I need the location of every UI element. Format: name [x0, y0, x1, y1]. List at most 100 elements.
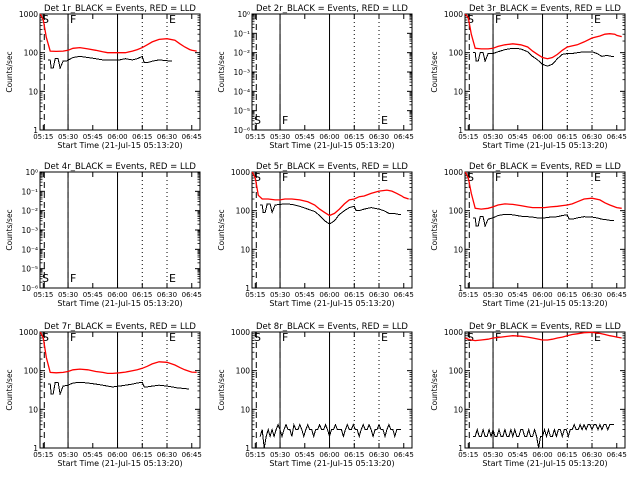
x-tick-label: 06:30	[582, 291, 602, 299]
events-series-line	[48, 381, 189, 396]
y-tick-label: 1000	[444, 10, 463, 19]
y-tick-label: 10	[28, 87, 38, 96]
x-tick-label: 06:15	[557, 451, 577, 459]
chart-panel-4: Det 4r_BLACK = Events, RED = LLD 10⁻⁶ 10⁻⁵…	[5, 162, 202, 308]
marker-letter-S: S	[467, 13, 474, 26]
lld-series-line	[464, 171, 622, 210]
marker-letter-S: S	[467, 171, 474, 184]
x-tick-label: 05:15	[458, 451, 478, 459]
x-tick-label: 05:15	[458, 133, 478, 141]
x-tick-label: 06:45	[607, 451, 627, 459]
x-tick-label: 05:30	[270, 451, 290, 459]
y-tick-label: 10⁰	[25, 168, 38, 177]
y-tick-label: 1	[245, 284, 250, 293]
x-axis-label: Start Time (21-Jul-15 05:13:20)	[482, 141, 607, 150]
plot-frame	[464, 13, 626, 131]
y-tick-label: 100	[449, 367, 464, 376]
x-tick-label: 06:00	[107, 133, 127, 141]
y-tick-label: 10⁻¹	[21, 187, 38, 196]
x-tick-label: 06:45	[607, 291, 627, 299]
events-series-line	[473, 47, 614, 67]
x-tick-label: 05:45	[295, 291, 315, 299]
x-tick-label: 06:00	[532, 133, 552, 141]
chart-title: Det 3r_BLACK = Events, RED = LLD	[469, 4, 621, 14]
lld-series-line	[39, 331, 197, 375]
marker-letter-S: S	[42, 331, 49, 344]
x-axis-label: Start Time (21-Jul-15 05:13:20)	[269, 459, 394, 468]
marker-letter-F: F	[282, 114, 288, 127]
y-tick-label: 10	[453, 405, 463, 414]
x-tick-label: 06:30	[369, 133, 389, 141]
x-tick-label: 05:15	[33, 291, 53, 299]
x-tick-label: 06:00	[107, 451, 127, 459]
chart-title: Det 7r_BLACK = Events, RED = LLD	[44, 322, 196, 332]
x-tick-label: 06:45	[607, 133, 627, 141]
lld-series-line	[465, 331, 622, 342]
y-tick-label: 100	[449, 207, 464, 216]
marker-letter-S: S	[42, 272, 49, 285]
marker-letter-F: F	[70, 331, 76, 344]
x-tick-label: 06:45	[182, 451, 202, 459]
y-tick-label: 1	[245, 444, 250, 453]
x-tick-label: 05:45	[83, 451, 103, 459]
events-series-line	[473, 213, 614, 228]
x-tick-label: 05:30	[270, 133, 290, 141]
x-tick-label: 05:45	[295, 451, 315, 459]
x-tick-label: 05:30	[483, 133, 503, 141]
x-tick-label: 05:15	[33, 133, 53, 141]
plot-frame	[39, 331, 201, 449]
chart-title: Det 6r_BLACK = Events, RED = LLD	[469, 162, 621, 172]
x-tick-label: 06:30	[582, 451, 602, 459]
chart-title: Det 2r_BLACK = Events, RED = LLD	[256, 4, 408, 14]
y-tick-label: 10⁻⁵	[233, 107, 250, 116]
y-axis-label: Counts/sec	[5, 209, 14, 250]
y-tick-label: 10	[28, 405, 38, 414]
y-tick-label: 100	[449, 49, 464, 58]
x-tick-label: 05:15	[245, 291, 265, 299]
x-tick-label: 06:30	[369, 451, 389, 459]
marker-letter-F: F	[70, 13, 76, 26]
x-tick-label: 06:00	[319, 291, 339, 299]
y-tick-label: 100	[24, 367, 39, 376]
x-axis-label: Start Time (21-Jul-15 05:13:20)	[57, 141, 182, 150]
y-tick-label: 10	[240, 405, 250, 414]
x-tick-label: 06:30	[157, 451, 177, 459]
events-series-line	[473, 423, 614, 449]
y-tick-label: 10⁻⁶	[21, 284, 38, 293]
marker-letter-S: S	[254, 171, 261, 184]
y-tick-label: 10	[453, 87, 463, 96]
marker-letter-F: F	[282, 331, 288, 344]
y-tick-label: 10⁻⁵	[21, 265, 38, 274]
x-tick-label: 06:15	[557, 291, 577, 299]
chart-panel-8: Det 8r_BLACK = Events, RED = LLD 1 10 100 10…	[217, 322, 414, 468]
y-tick-label: 1000	[19, 10, 38, 19]
lld-series-line	[464, 13, 622, 60]
x-tick-label: 06:15	[132, 451, 152, 459]
y-tick-label: 10⁻⁴	[21, 245, 38, 254]
events-series-line	[259, 422, 401, 449]
y-tick-label: 1	[33, 444, 38, 453]
x-axis-label: Start Time (21-Jul-15 05:13:20)	[482, 299, 607, 308]
y-tick-label: 1	[458, 444, 463, 453]
y-tick-label: 10⁻²	[21, 207, 38, 216]
lld-series-line	[251, 171, 409, 217]
x-tick-label: 06:15	[557, 133, 577, 141]
y-axis-label: Counts/sec	[430, 209, 439, 250]
y-tick-label: 1000	[444, 328, 463, 337]
x-tick-label: 05:45	[508, 133, 528, 141]
chart-title: Det 9r_BLACK = Events, RED = LLD	[469, 322, 621, 332]
x-tick-label: 06:30	[369, 291, 389, 299]
y-axis-label: Counts/sec	[430, 369, 439, 410]
chart-panel-1: Det 1r_BLACK = Events, RED = LLD 1 10 100 10…	[5, 4, 202, 150]
chart-panel-2: Det 2r_BLACK = Events, RED = LLD 10⁻⁶ 10⁻⁵…	[217, 4, 414, 150]
marker-letter-F: F	[495, 13, 501, 26]
marker-letter-F: F	[70, 272, 76, 285]
x-tick-label: 05:15	[245, 133, 265, 141]
y-tick-label: 10⁻⁴	[233, 87, 250, 96]
x-tick-label: 06:00	[319, 451, 339, 459]
events-series-line	[260, 203, 401, 225]
x-tick-label: 05:30	[58, 291, 78, 299]
plot-frame	[251, 331, 413, 449]
x-tick-label: 06:45	[394, 291, 414, 299]
y-tick-label: 1	[458, 126, 463, 135]
